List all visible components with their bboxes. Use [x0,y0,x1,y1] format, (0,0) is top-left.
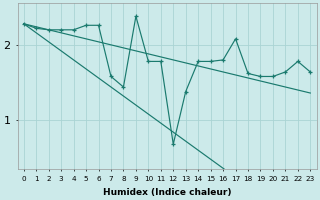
X-axis label: Humidex (Indice chaleur): Humidex (Indice chaleur) [103,188,231,197]
